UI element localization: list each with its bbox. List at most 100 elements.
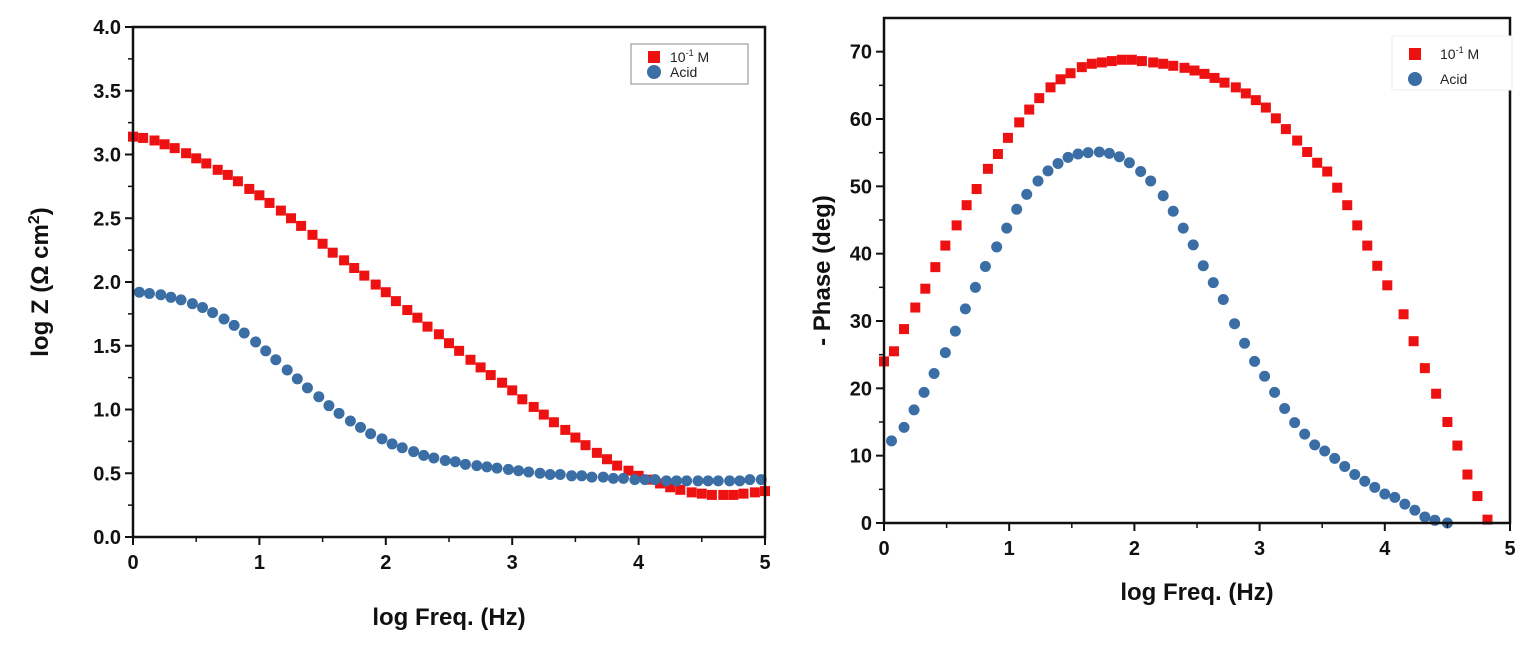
data-point-square [339,255,350,266]
legend-label-series2: Acid [670,64,697,80]
data-point-circle [281,364,293,376]
data-point-square [1240,88,1251,99]
data-point-circle [523,466,535,478]
data-point-circle [1389,491,1401,503]
data-point-circle [969,281,981,293]
data-point-square [465,354,476,365]
data-point-square [507,385,518,396]
data-point-circle [1001,222,1013,234]
data-point-square [548,417,559,428]
data-point-square [728,489,739,500]
data-point-circle [1309,439,1321,451]
data-point-square [380,287,391,298]
data-point-circle [428,452,440,464]
data-point-square [517,394,528,405]
data-point-circle [260,345,272,357]
data-point-square [422,321,433,332]
legend-label-series2: Acid [1440,71,1467,87]
data-point-square [560,424,571,435]
data-point-square [1136,56,1147,67]
x-tick-label: 5 [759,552,770,574]
data-point-circle [376,433,388,445]
phase-plot-frame [882,16,1512,525]
data-point-square [390,296,401,307]
data-point-circle [671,475,683,487]
data-point-square [982,163,993,174]
data-point-square [296,220,307,231]
x-tick-label: 1 [254,552,265,574]
data-point-square [570,432,581,443]
y-tick-label: 4.0 [93,17,121,39]
data-point-circle [1369,481,1381,493]
y-tick-label: 1.5 [93,336,121,358]
data-point-square [1096,57,1107,68]
data-point-square [940,240,951,251]
data-point-square [1442,417,1453,427]
data-point-circle [939,347,951,359]
y-tick-label: 3.5 [93,81,121,103]
x-tick-label: 3 [1254,538,1265,560]
data-point-square [433,329,444,340]
data-point-circle [165,291,177,303]
data-point-square [1014,117,1025,128]
data-point-circle [1217,293,1229,305]
data-point-circle [459,458,471,470]
y-tick-label: 3.0 [93,145,121,167]
data-point-square [1292,135,1303,146]
data-point-circle [1197,260,1209,272]
data-point-circle [1052,157,1064,169]
data-point-circle [408,446,420,458]
data-point-square [1055,74,1066,85]
x-tick-label: 4 [633,552,645,574]
y-tick-label: 0.5 [93,463,121,485]
data-point-square [1209,72,1220,83]
data-point-circle [1329,452,1341,464]
x-tick-label: 5 [1504,538,1515,560]
data-point-circle [1113,151,1125,163]
data-point-circle [1249,355,1261,367]
data-point-square [1362,240,1373,251]
data-point-square [1126,54,1137,65]
data-point-square [222,169,233,180]
y-tick-label: 2.5 [93,208,121,230]
data-point-circle [238,327,250,339]
data-point-circle [629,474,641,486]
data-point-circle [649,474,661,486]
data-point-square [1250,95,1261,106]
data-point-circle [449,456,461,468]
data-point-circle [1157,190,1169,202]
data-point-square [475,362,486,373]
data-point-square [1230,82,1241,93]
data-point-square [910,302,921,313]
data-point-circle [396,442,408,454]
data-point-circle [207,307,219,319]
data-point-circle [1032,175,1044,187]
data-point-circle [1135,166,1147,178]
data-point-square [1382,280,1393,291]
data-point-square [1342,200,1353,211]
data-point-circle [908,404,920,416]
data-point-square [623,465,634,476]
data-point-square [1002,132,1013,143]
data-point-circle [898,421,910,433]
data-point-square [454,345,465,356]
data-point-circle [1093,146,1105,158]
data-point-circle [481,461,493,473]
y-tick-label: 0 [861,513,872,535]
data-point-square [1034,93,1045,104]
data-point-circle [979,260,991,272]
data-point-square [889,346,900,357]
impedance-chart: 0 1 2 3 4 5 0.0 0.5 1.0 1.5 2.0 2.5 3.0 3.5 4.0 log F… [26,17,771,631]
data-point-square [212,164,223,175]
x-tick-label: 0 [878,538,889,560]
data-point-circle [133,286,145,298]
data-point-circle [197,302,209,313]
data-point-circle [1021,188,1033,200]
data-point-circle [1082,147,1094,159]
y-tick-label: 70 [850,42,872,64]
data-point-circle [576,470,588,482]
data-point-square [1086,58,1097,69]
phase-legend: 10-1 M Acid [1391,35,1513,91]
data-point-circle [1229,318,1241,330]
y-tick-label: 20 [850,378,872,400]
